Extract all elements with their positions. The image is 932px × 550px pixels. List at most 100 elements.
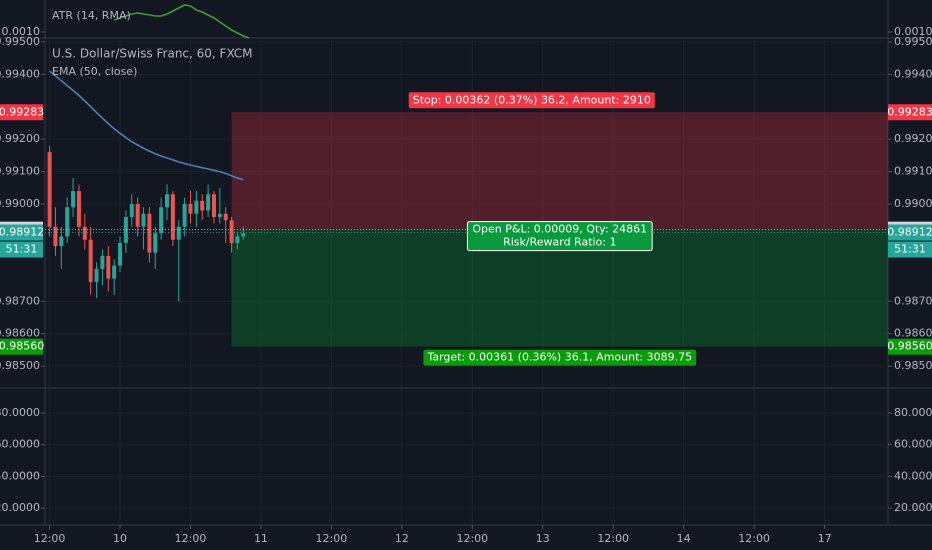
candle-body xyxy=(229,220,234,243)
y-tick-label: 0.98600 xyxy=(0,327,40,340)
y-tick-label: 60.0000 xyxy=(0,438,40,451)
candle-body xyxy=(159,207,164,234)
stop-zone xyxy=(231,112,889,230)
y-tick-label: 0.0010 xyxy=(894,25,932,38)
candle-body xyxy=(176,226,181,240)
y-tick-label: 0.0010 xyxy=(2,25,41,38)
y-tick-label: 0.98500 xyxy=(0,359,40,372)
candle-body xyxy=(65,207,70,237)
price-marker xyxy=(0,104,43,121)
price-marker-label: 0.98560 xyxy=(887,340,932,353)
y-tick-label: 0.99500 xyxy=(0,35,40,48)
price-marker-label: 0.98912 xyxy=(0,226,44,239)
x-tick-label: 11 xyxy=(254,532,268,545)
x-tick-label: 12:00 xyxy=(34,532,66,545)
y-tick-label: 40.0000 xyxy=(0,469,40,482)
candle-body xyxy=(135,204,140,227)
candle-body xyxy=(129,204,134,217)
price-marker xyxy=(888,338,932,355)
candle-body xyxy=(170,194,175,240)
y-tick-label: 0.99100 xyxy=(894,165,932,178)
candle-body xyxy=(94,268,99,282)
candle-body xyxy=(88,239,93,282)
pnl-label: Risk/Reward Ratio: 1 xyxy=(503,236,616,249)
candle-body xyxy=(141,213,146,227)
x-tick-label: 12:00 xyxy=(175,532,207,545)
x-tick-label: 17 xyxy=(818,532,832,545)
y-tick-label: 80.0000 xyxy=(894,406,932,419)
x-tick-label: 12:00 xyxy=(597,532,629,545)
y-tick-label: 60.0000 xyxy=(894,438,932,451)
price-marker xyxy=(0,224,43,241)
candle-body xyxy=(100,255,105,269)
candle-body xyxy=(182,204,187,227)
y-tick-label: 40.0000 xyxy=(894,469,932,482)
y-tick-label: 20.0000 xyxy=(894,501,932,514)
label-box xyxy=(423,349,697,366)
y-tick-label: 0.99500 xyxy=(894,35,932,48)
chart-title: U.S. Dollar/Swiss Franc, 60, FXCM xyxy=(52,47,253,61)
x-tick-label: 12:00 xyxy=(738,532,770,545)
candle-body xyxy=(217,213,222,217)
countdown: 51:31 xyxy=(6,243,38,256)
candle-body xyxy=(118,242,123,266)
candle-body xyxy=(112,265,117,279)
candle-body xyxy=(241,233,246,237)
y-tick-label: 0.98600 xyxy=(894,327,932,340)
price-marker xyxy=(888,224,932,241)
label-box xyxy=(408,92,655,109)
candle-body xyxy=(200,200,205,211)
candle-body xyxy=(76,191,81,227)
price-marker-label: 0.99283 xyxy=(0,105,44,118)
candle-body xyxy=(147,213,152,253)
y-tick-label: 0.98700 xyxy=(0,294,40,307)
y-tick-label: 0.98500 xyxy=(894,359,932,372)
y-tick-label: 0.98700 xyxy=(894,294,932,307)
candle-body xyxy=(223,213,228,221)
y-tick-label: 0.99400 xyxy=(0,67,40,80)
label-text: Target: 0.00361 (0.36%) 36.1, Amount: 30… xyxy=(426,351,692,364)
series-line xyxy=(49,70,244,181)
x-tick-label: 13 xyxy=(536,532,550,545)
candle-body xyxy=(165,194,170,208)
candle-body xyxy=(206,194,211,211)
y-tick-label: 0.99000 xyxy=(0,197,40,210)
candle-body xyxy=(235,236,240,243)
countdown: 51:31 xyxy=(894,243,926,256)
price-marker xyxy=(0,338,43,355)
series-line xyxy=(113,4,250,39)
candle-body xyxy=(123,216,128,243)
candle-body xyxy=(71,191,76,208)
candle-body xyxy=(59,236,64,247)
candle-body xyxy=(153,233,158,253)
y-tick-label: 0.99100 xyxy=(0,165,40,178)
y-tick-label: 80.0000 xyxy=(0,406,40,419)
countdown-box xyxy=(0,241,43,258)
pnl-label: Open P&L: 0.00009, Qty: 24861 xyxy=(472,223,647,236)
y-tick-label: 0.99400 xyxy=(894,67,932,80)
candle-body xyxy=(47,152,52,227)
y-tick-label: 0.99000 xyxy=(894,197,932,210)
candle-body xyxy=(82,226,87,240)
price-marker xyxy=(888,104,932,121)
candle-body xyxy=(194,200,199,214)
y-tick-label: 0.99200 xyxy=(0,132,40,145)
price-marker-label: 0.99283 xyxy=(887,105,932,118)
price-marker-label: 0.98912 xyxy=(887,226,932,239)
x-tick-label: 12 xyxy=(395,532,409,545)
x-tick-label: 14 xyxy=(677,532,691,545)
candle-body xyxy=(211,194,216,217)
y-tick-label: 0.99200 xyxy=(894,132,932,145)
y-tick-label: 20.0000 xyxy=(0,501,40,514)
countdown-box xyxy=(888,241,932,258)
legend-entry: ATR (14, RMA) xyxy=(52,9,131,22)
candle-body xyxy=(106,255,111,279)
price-marker-label: 0.98560 xyxy=(0,340,44,353)
pnl-box xyxy=(466,221,653,252)
x-tick-label: 10 xyxy=(113,532,127,545)
x-tick-label: 12:00 xyxy=(456,532,488,545)
candle-body xyxy=(53,226,58,247)
legend-entry: EMA (50, close) xyxy=(52,65,137,78)
